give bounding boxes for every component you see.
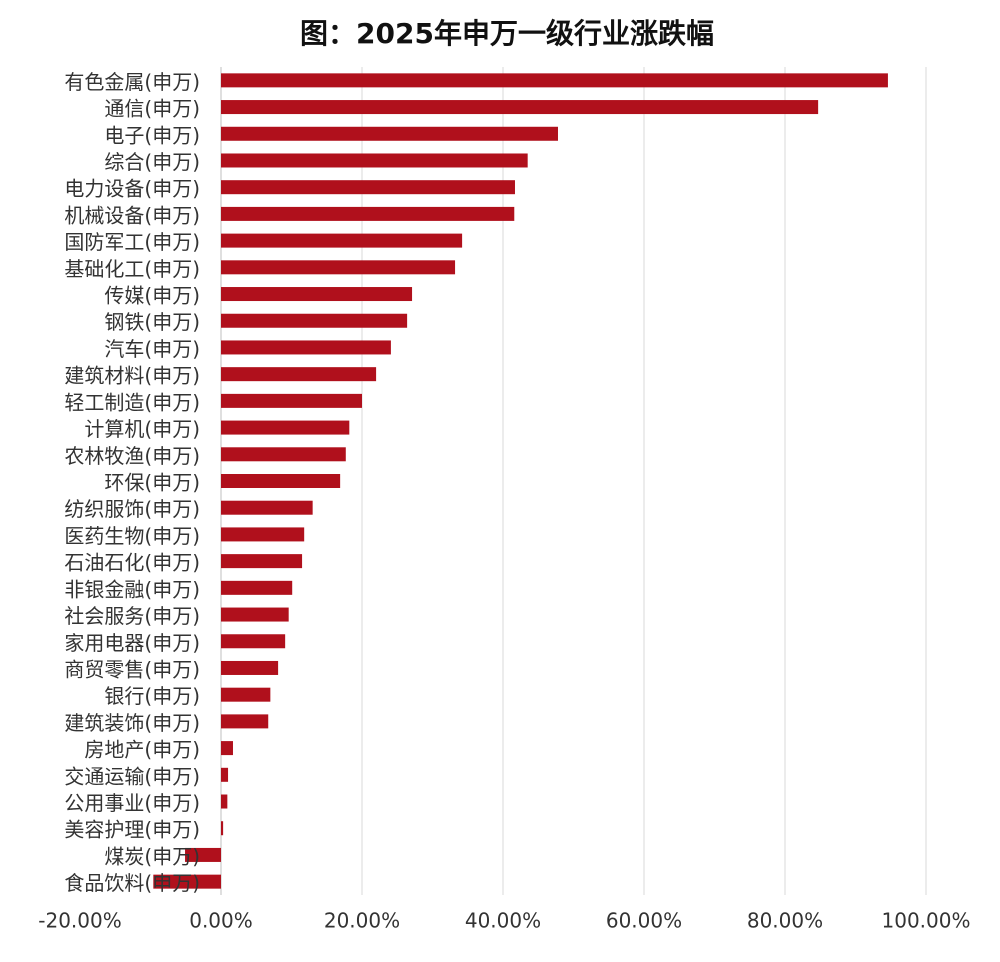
y-tick-label: 有色金属(申万)	[64, 70, 200, 94]
bar	[221, 260, 456, 275]
y-tick-label: 钢铁(申万)	[104, 310, 200, 334]
y-tick-label: 环保(申万)	[104, 471, 200, 495]
x-tick-label: 100.00%	[882, 909, 971, 933]
bar	[221, 794, 228, 809]
y-tick-label: 商贸零售(申万)	[64, 657, 200, 681]
chart-title: 图：2025年申万一级行业涨跌幅	[300, 17, 714, 50]
bar	[221, 420, 350, 435]
y-tick-label: 家用电器(申万)	[64, 631, 200, 655]
bar	[221, 447, 346, 462]
bar	[221, 554, 303, 569]
bar	[221, 527, 305, 542]
y-tick-label: 交通运输(申万)	[64, 764, 200, 788]
y-tick-label: 非银金融(申万)	[64, 577, 200, 601]
bar	[221, 741, 233, 756]
x-tick-label: -20.00%	[38, 909, 121, 933]
y-tick-label: 国防军工(申万)	[64, 230, 200, 254]
x-tick-label: 40.00%	[465, 909, 541, 933]
y-tick-label: 食品饮料(申万)	[64, 871, 200, 895]
y-tick-label: 建筑装饰(申万)	[64, 711, 200, 735]
bar	[221, 73, 888, 88]
bar	[153, 874, 221, 889]
bar	[221, 767, 229, 782]
bar	[221, 500, 313, 515]
bar	[221, 367, 377, 382]
bar	[221, 660, 279, 675]
bar	[221, 580, 293, 595]
bar	[221, 607, 289, 622]
y-tick-label: 电子(申万)	[104, 123, 200, 147]
y-tick-label: 医药生物(申万)	[64, 524, 200, 548]
y-tick-label: 建筑材料(申万)	[64, 364, 200, 388]
bar	[221, 474, 341, 488]
y-tick-label: 机械设备(申万)	[64, 203, 200, 227]
y-tick-label: 银行(申万)	[104, 684, 200, 708]
y-tick-label: 美容护理(申万)	[64, 818, 200, 842]
y-tick-label: 传媒(申万)	[104, 284, 200, 308]
bar	[221, 687, 271, 702]
y-tick-label: 汽车(申万)	[104, 337, 200, 361]
bar	[221, 340, 391, 355]
y-tick-label: 计算机(申万)	[84, 417, 200, 441]
y-tick-label: 电力设备(申万)	[64, 177, 200, 201]
bar	[221, 313, 408, 328]
bar	[221, 100, 819, 115]
y-tick-label: 公用事业(申万)	[64, 791, 200, 815]
bar	[221, 714, 269, 729]
x-tick-label: 80.00%	[747, 909, 823, 933]
y-tick-label: 基础化工(申万)	[64, 257, 200, 281]
bar	[221, 233, 463, 248]
bar	[185, 847, 221, 862]
y-tick-label: 社会服务(申万)	[64, 604, 200, 628]
bar	[221, 153, 528, 168]
y-tick-label: 房地产(申万)	[84, 738, 200, 762]
bar	[221, 393, 362, 408]
y-tick-label: 轻工制造(申万)	[64, 390, 200, 414]
bar	[221, 634, 286, 649]
y-tick-label: 煤炭(申万)	[104, 844, 200, 868]
y-tick-label: 纺织服饰(申万)	[64, 497, 200, 521]
bar	[221, 821, 224, 836]
y-tick-label: 石油石化(申万)	[64, 551, 200, 575]
x-tick-label: 0.00%	[189, 909, 253, 933]
bar	[221, 126, 558, 141]
bar	[221, 180, 515, 195]
bar	[221, 287, 413, 302]
y-tick-label: 综合(申万)	[104, 150, 200, 174]
x-tick-label: 60.00%	[606, 909, 682, 933]
x-tick-label: 20.00%	[324, 909, 400, 933]
y-tick-label: 通信(申万)	[104, 97, 200, 121]
bar	[221, 206, 515, 221]
y-tick-label: 农林牧渔(申万)	[64, 444, 200, 468]
